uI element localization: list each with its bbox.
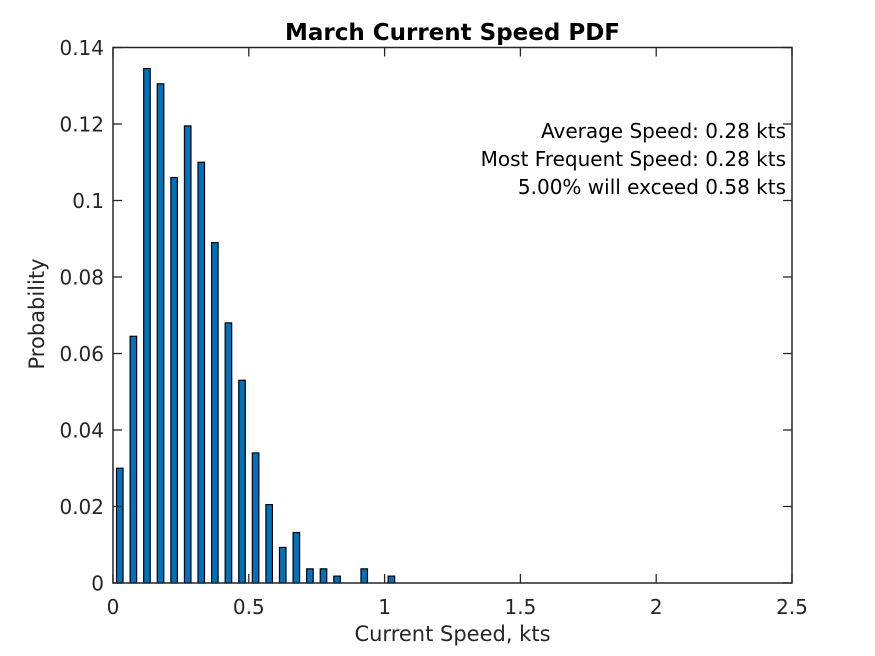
y-tick-label: 0.08 [59, 266, 104, 290]
chart-title: March Current Speed PDF [285, 20, 620, 46]
y-tick-label: 0.04 [59, 419, 104, 443]
histogram-bar [170, 176, 178, 584]
y-tick-label: 0.1 [72, 189, 104, 213]
histogram-bar [360, 568, 369, 584]
histogram-bar [292, 531, 301, 584]
plot-box [112, 46, 793, 584]
x-axis-label: Current Speed, kts [354, 622, 550, 646]
histogram-bar [387, 575, 396, 584]
bars-layer [115, 67, 396, 584]
histogram-bar [224, 322, 233, 584]
histogram-bar [333, 575, 341, 584]
annotation-average-speed: Average Speed: 0.28 kts [541, 119, 786, 143]
histogram-bar [210, 241, 219, 584]
x-tick-label: 2 [650, 595, 663, 619]
y-tick-label: 0.02 [59, 495, 104, 519]
x-tick-label: 1 [378, 595, 391, 619]
histogram-bar [238, 379, 246, 584]
annotation-most-frequent-speed: Most Frequent Speed: 0.28 kts [481, 147, 786, 171]
axes-layer: 0 0.5 1 1.5 2 2.5 0 0.02 0.04 0.06 0.08 0.1 0.12 0.14 [59, 36, 807, 619]
histogram-bar [319, 568, 328, 584]
histogram-bar [129, 335, 138, 584]
y-tick-label: 0 [91, 572, 104, 596]
histogram-bar [197, 161, 206, 584]
y-tick-label: 0.06 [59, 342, 104, 366]
annotation-exceedance: 5.00% will exceed 0.58 kts [518, 175, 786, 199]
histogram-bar [251, 452, 260, 584]
x-tick-label: 1.5 [504, 595, 536, 619]
y-axis-label: Probability [25, 258, 49, 369]
x-tick-label: 0.5 [233, 595, 265, 619]
histogram-bar [306, 568, 314, 584]
y-tick-label: 0.12 [59, 113, 104, 137]
histogram-bar [265, 503, 274, 584]
histogram-bar [143, 67, 151, 584]
histogram-bar [156, 83, 165, 584]
histogram-bar [115, 467, 124, 584]
histogram-bar [278, 546, 287, 584]
x-tick-label: 0 [107, 595, 120, 619]
histogram-bar [183, 125, 192, 584]
y-tick-label: 0.14 [59, 36, 104, 60]
x-tick-label: 2.5 [776, 595, 808, 619]
